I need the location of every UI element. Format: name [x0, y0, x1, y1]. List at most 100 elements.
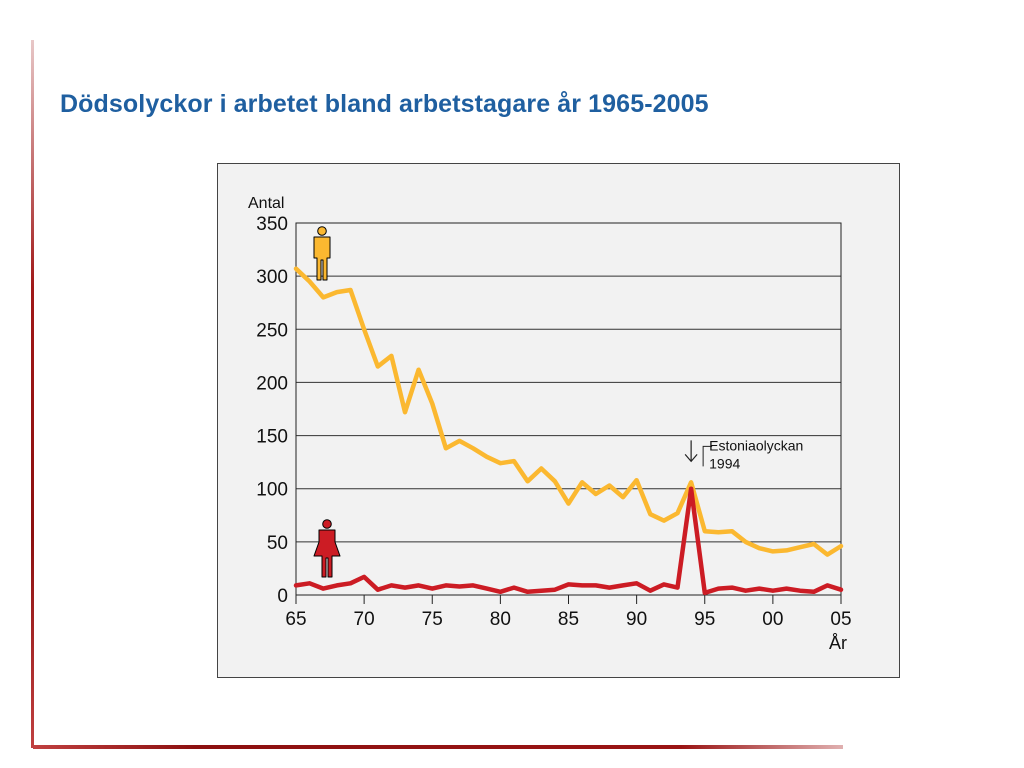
- data-point: [309, 583, 310, 584]
- data-point: [568, 584, 569, 585]
- x-tick-label: 95: [694, 609, 715, 630]
- data-point: [609, 485, 610, 486]
- y-tick-label: 250: [256, 320, 288, 341]
- data-point: [704, 531, 705, 532]
- data-point: [323, 297, 324, 298]
- slide-bottom-border: [33, 745, 843, 749]
- data-point: [391, 355, 392, 356]
- series-line-men: [293, 266, 844, 557]
- data-point: [473, 448, 474, 449]
- data-point: [405, 412, 406, 413]
- x-axis-label: År: [829, 633, 847, 653]
- data-point: [418, 585, 419, 586]
- data-point: [786, 550, 787, 551]
- y-tick-label: 0: [277, 586, 288, 607]
- x-tick-label: 90: [626, 609, 647, 630]
- data-point: [704, 592, 705, 593]
- y-axis-label: Antal: [248, 195, 284, 212]
- annotation-text: Estoniaolyckan: [709, 437, 803, 453]
- y-tick-label: 300: [256, 267, 288, 288]
- annotation-year: 1994: [709, 455, 740, 471]
- x-tick-label: 05: [830, 609, 851, 630]
- slide-left-border: [31, 40, 34, 748]
- series: [293, 266, 844, 596]
- annotation-arrow: [684, 440, 698, 463]
- data-point: [514, 587, 515, 588]
- man-icon: [313, 226, 331, 281]
- data-point: [663, 520, 664, 521]
- x-tick-label: 00: [762, 609, 783, 630]
- data-point: [541, 590, 542, 591]
- data-point: [377, 366, 378, 367]
- data-point: [718, 588, 719, 589]
- data-point: [336, 292, 337, 293]
- data-point: [813, 591, 814, 592]
- data-point: [595, 585, 596, 586]
- y-tick-label: 350: [256, 214, 288, 235]
- data-point: [554, 481, 555, 482]
- data-point: [609, 587, 610, 588]
- data-point: [650, 514, 651, 515]
- data-point: [364, 576, 365, 577]
- data-point: [405, 587, 406, 588]
- line-chart: 0 50 100 150 200 250 300 350 65 70 75 80 85 90 95 00 05…: [248, 195, 852, 653]
- data-point: [595, 494, 596, 495]
- data-point: [473, 585, 474, 586]
- data-point: [350, 583, 351, 584]
- data-point: [336, 585, 337, 586]
- data-point: [432, 403, 433, 404]
- annotation-bracket: [702, 445, 713, 467]
- data-point: [623, 585, 624, 586]
- data-point: [827, 585, 828, 586]
- data-point: [500, 463, 501, 464]
- data-point: [568, 503, 569, 504]
- data-point: [445, 585, 446, 586]
- x-tick-label: 75: [422, 609, 443, 630]
- data-point: [527, 481, 528, 482]
- data-point: [582, 482, 583, 483]
- data-point: [364, 329, 365, 330]
- woman-icon: [313, 519, 341, 578]
- data-point: [732, 587, 733, 588]
- slide-title: Dödsolyckor i arbetet bland arbetstagare…: [60, 90, 709, 118]
- data-point: [486, 588, 487, 589]
- y-tick-label: 150: [256, 427, 288, 448]
- data-point: [582, 585, 583, 586]
- data-point: [745, 590, 746, 591]
- data-point: [500, 591, 501, 592]
- y-tick-label: 50: [267, 533, 288, 554]
- data-point: [636, 480, 637, 481]
- data-point: [800, 547, 801, 548]
- data-point: [663, 584, 664, 585]
- data-point: [691, 488, 692, 489]
- y-axis: 0 50 100 150 200 250 300 350: [256, 214, 288, 607]
- data-point: [650, 590, 651, 591]
- x-tick-label: 85: [558, 609, 579, 630]
- data-point: [350, 289, 351, 290]
- data-point: [718, 532, 719, 533]
- data-point: [623, 497, 624, 498]
- data-point: [527, 591, 528, 592]
- data-point: [459, 586, 460, 587]
- x-axis: 65 70 75 80 85 90 95 00 05: [285, 595, 852, 630]
- data-point: [514, 461, 515, 462]
- series-line-women: [293, 486, 844, 596]
- data-point: [677, 513, 678, 514]
- data-point: [541, 468, 542, 469]
- data-point: [841, 546, 842, 547]
- data-point: [772, 551, 773, 552]
- data-point: [800, 590, 801, 591]
- data-point: [759, 588, 760, 589]
- data-point: [745, 541, 746, 542]
- data-point: [732, 531, 733, 532]
- estonia-annotation: Estoniaolyckan 1994: [684, 437, 803, 471]
- plot-area: [295, 222, 842, 596]
- data-point: [827, 554, 828, 555]
- data-point: [432, 588, 433, 589]
- data-point: [813, 543, 814, 544]
- data-point: [841, 589, 842, 590]
- data-point: [786, 588, 787, 589]
- data-point: [309, 281, 310, 282]
- data-point: [554, 589, 555, 590]
- data-point: [445, 448, 446, 449]
